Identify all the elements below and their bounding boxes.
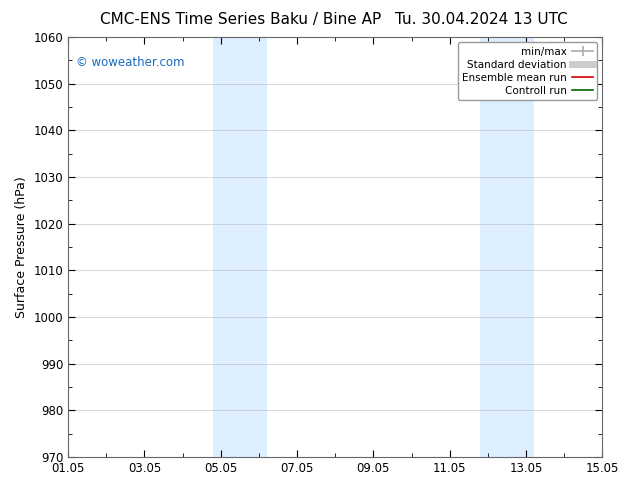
Text: Tu. 30.04.2024 13 UTC: Tu. 30.04.2024 13 UTC <box>396 12 568 27</box>
Bar <box>213 37 266 457</box>
Bar <box>480 37 534 457</box>
Text: © woweather.com: © woweather.com <box>76 56 184 69</box>
Legend: min/max, Standard deviation, Ensemble mean run, Controll run: min/max, Standard deviation, Ensemble me… <box>458 42 597 100</box>
Text: CMC-ENS Time Series Baku / Bine AP: CMC-ENS Time Series Baku / Bine AP <box>100 12 382 27</box>
Y-axis label: Surface Pressure (hPa): Surface Pressure (hPa) <box>15 176 28 318</box>
